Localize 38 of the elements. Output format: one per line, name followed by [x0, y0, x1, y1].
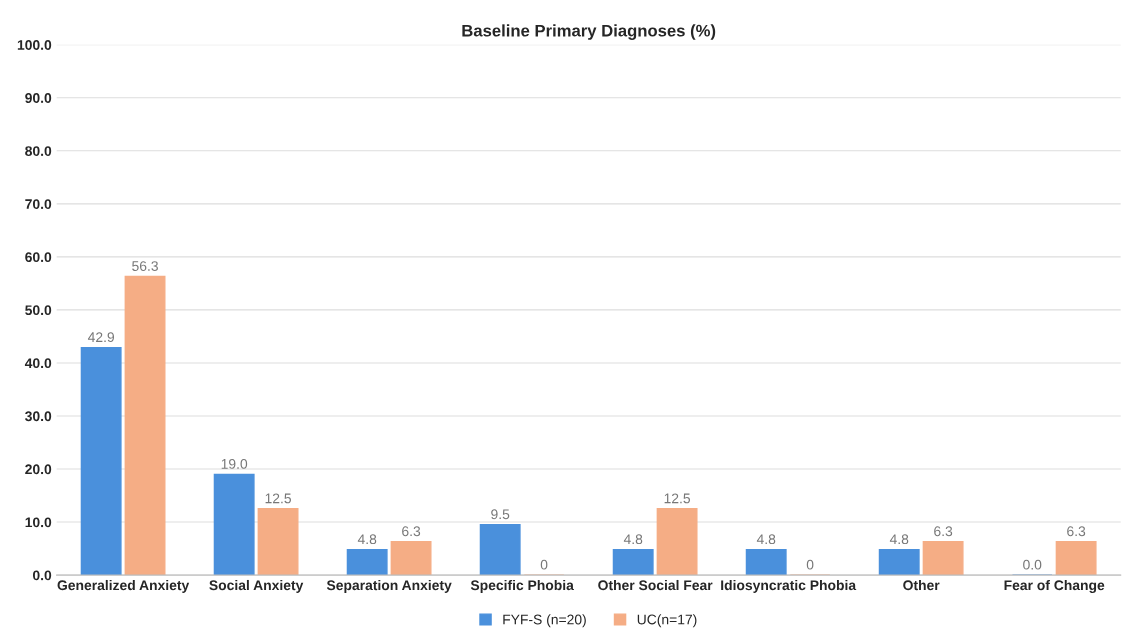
data-label: 6.3 [1067, 526, 1086, 537]
y-tick-label: 50.0 [25, 305, 52, 316]
data-label: 0 [806, 559, 814, 570]
data-label: 6.3 [934, 526, 953, 537]
legend-label: FYF-S (n=20) [503, 614, 586, 628]
x-tick-label: Social Anxiety [209, 579, 304, 593]
data-label: 9.5 [491, 509, 510, 520]
x-tick-label: Specific Phobia [470, 579, 574, 593]
data-label: 6.3 [402, 526, 421, 537]
data-label: 12.5 [664, 493, 691, 504]
y-tick-label: 0.0 [32, 570, 52, 581]
legend-label: UC(n=17) [637, 614, 697, 628]
y-tick-label: 70.0 [25, 199, 52, 210]
data-label: 0.0 [1023, 559, 1042, 570]
x-tick-label: Separation Anxiety [326, 579, 452, 593]
y-tick-label: 100.0 [17, 40, 52, 50]
x-tick-label: Idiosyncratic Phobia [721, 579, 857, 593]
x-tick-label: Other Social Fear [598, 579, 713, 591]
data-label: 4.8 [756, 534, 776, 545]
x-tick-label: Other [903, 579, 940, 591]
data-label: 4.8 [623, 534, 643, 545]
x-tick-label: Fear of Change [1004, 579, 1105, 593]
data-label: 4.8 [357, 534, 377, 545]
y-tick-label: 10.0 [25, 517, 52, 528]
data-label: 12.5 [265, 493, 291, 504]
y-tick-label: 30.0 [25, 411, 52, 422]
data-label: 4.8 [889, 534, 909, 545]
y-tick-label: 20.0 [25, 464, 52, 475]
data-label: 56.3 [132, 261, 158, 271]
data-label: 42.9 [87, 332, 115, 343]
data-label: 0 [540, 559, 548, 570]
chart-title: Baseline Primary Diagnoses (%) [462, 24, 716, 40]
y-tick-label: 60.0 [25, 252, 52, 263]
y-tick-label: 40.0 [24, 358, 52, 369]
x-tick-label: Generalized Anxiety [57, 579, 190, 593]
y-tick-label: 90.0 [25, 93, 52, 103]
data-label: 19.0 [221, 458, 248, 469]
y-tick-label: 80.0 [25, 146, 52, 156]
